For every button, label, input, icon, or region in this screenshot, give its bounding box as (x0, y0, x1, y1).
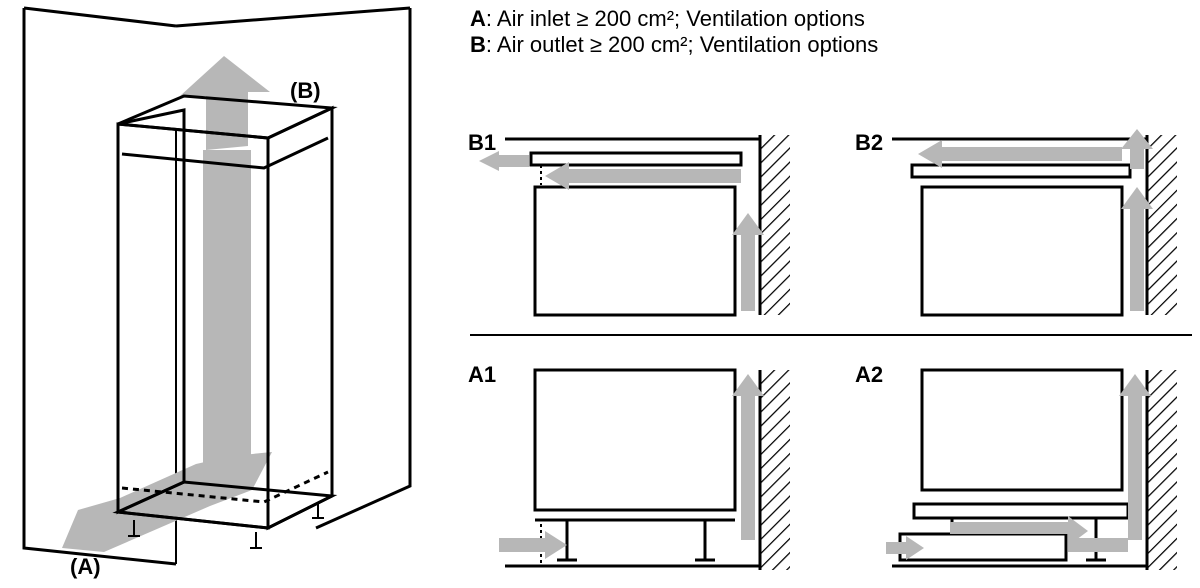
label-b1: B1 (468, 130, 496, 156)
legend-a: A: Air inlet ≥ 200 cm²; Ventilation opti… (470, 6, 865, 32)
label-b2: B2 (855, 130, 883, 156)
callout-b: (B) (290, 78, 321, 104)
diagram-svg (0, 0, 1200, 588)
isometric-cabinet (24, 8, 410, 564)
panel-b1 (479, 135, 790, 315)
panel-a2 (886, 370, 1177, 570)
label-a2: A2 (855, 362, 883, 388)
legend-b: B: Air outlet ≥ 200 cm²; Ventilation opt… (470, 32, 878, 58)
panel-a1 (499, 370, 790, 570)
label-a1: A1 (468, 362, 496, 388)
panel-b2 (892, 129, 1177, 315)
callout-a: (A) (70, 554, 101, 580)
